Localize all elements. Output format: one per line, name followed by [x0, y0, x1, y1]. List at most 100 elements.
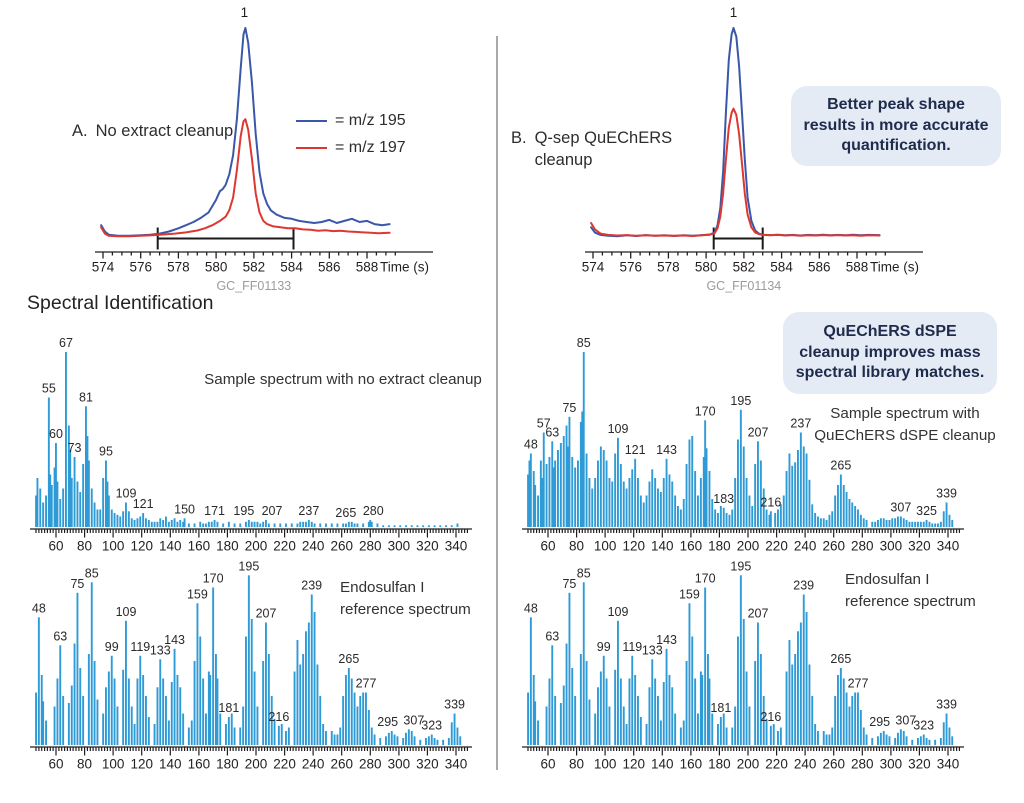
- svg-text:121: 121: [133, 497, 154, 511]
- svg-text:120: 120: [622, 539, 645, 554]
- svg-text:183: 183: [713, 492, 734, 506]
- svg-text:reference spectrum: reference spectrum: [845, 593, 976, 610]
- svg-text:340: 340: [445, 539, 468, 554]
- svg-text:73: 73: [68, 441, 82, 455]
- svg-text:340: 340: [937, 757, 960, 772]
- svg-text:63: 63: [545, 629, 559, 643]
- panel-b-title-line2: cleanup: [534, 151, 593, 170]
- svg-text:60: 60: [540, 757, 555, 772]
- svg-text:578: 578: [167, 260, 190, 275]
- svg-text:160: 160: [188, 757, 211, 772]
- svg-text:300: 300: [880, 757, 903, 772]
- svg-text:140: 140: [159, 757, 182, 772]
- svg-text:280: 280: [851, 757, 874, 772]
- svg-text:95: 95: [99, 445, 113, 459]
- svg-text:119: 119: [130, 640, 150, 654]
- svg-text:85: 85: [85, 566, 99, 580]
- svg-text:170: 170: [695, 404, 716, 418]
- svg-text:260: 260: [330, 539, 353, 554]
- svg-text:200: 200: [245, 539, 268, 554]
- svg-text:109: 109: [608, 605, 629, 619]
- svg-text:60: 60: [48, 757, 63, 772]
- svg-text:Endosulfan I: Endosulfan I: [340, 579, 424, 596]
- svg-text:207: 207: [262, 504, 283, 518]
- svg-text:220: 220: [273, 539, 296, 554]
- svg-text:280: 280: [363, 504, 384, 518]
- svg-text:67: 67: [59, 336, 73, 350]
- svg-text:159: 159: [187, 587, 208, 601]
- svg-text:140: 140: [651, 539, 674, 554]
- svg-text:195: 195: [233, 504, 254, 518]
- svg-text:582: 582: [243, 260, 266, 275]
- svg-text:240: 240: [302, 757, 325, 772]
- panel-b-title: B. Q-sep QuEChERS cleanup: [511, 127, 672, 172]
- svg-text:339: 339: [444, 698, 465, 712]
- svg-text:60: 60: [540, 539, 555, 554]
- svg-text:160: 160: [680, 539, 703, 554]
- svg-text:170: 170: [695, 572, 716, 586]
- svg-text:200: 200: [737, 539, 760, 554]
- svg-text:340: 340: [445, 757, 468, 772]
- svg-text:85: 85: [577, 336, 591, 350]
- svg-text:200: 200: [737, 757, 760, 772]
- svg-text:81: 81: [79, 390, 93, 404]
- svg-text:220: 220: [273, 757, 296, 772]
- svg-text:295: 295: [869, 715, 890, 729]
- svg-text:216: 216: [760, 495, 781, 509]
- svg-text:Time (s): Time (s): [870, 260, 919, 275]
- svg-text:100: 100: [102, 539, 125, 554]
- svg-text:99: 99: [597, 640, 611, 654]
- svg-text:339: 339: [936, 698, 957, 712]
- svg-text:323: 323: [913, 719, 934, 733]
- svg-text:63: 63: [53, 629, 67, 643]
- svg-text:237: 237: [298, 504, 319, 518]
- svg-text:588: 588: [846, 260, 869, 275]
- svg-text:216: 216: [760, 710, 781, 724]
- svg-text:80: 80: [77, 539, 92, 554]
- panel-b-letter: B.: [511, 129, 527, 147]
- svg-text:80: 80: [569, 757, 584, 772]
- svg-text:109: 109: [116, 605, 137, 619]
- svg-text:120: 120: [622, 757, 645, 772]
- spectrum-sample-no-cleanup: 60 80 100 120 140 160 180 200 220 240 260 280 300 320…: [30, 336, 482, 554]
- svg-text:207: 207: [748, 607, 769, 621]
- chromatogram-b-plot: 574 576 578 580 582 584 586 588 Time (s) GC_FF011…: [582, 5, 923, 293]
- svg-text:239: 239: [301, 579, 322, 593]
- svg-text:99: 99: [105, 640, 119, 654]
- spectrum-reference-right: 60 80 100 120 140 160 180 200 220 240 260 280 300 320…: [522, 559, 976, 772]
- svg-text:220: 220: [765, 539, 788, 554]
- svg-text:60: 60: [48, 539, 63, 554]
- svg-text:181: 181: [218, 701, 239, 715]
- svg-text:280: 280: [359, 757, 382, 772]
- svg-text:reference spectrum: reference spectrum: [340, 601, 471, 618]
- svg-text:1: 1: [241, 5, 249, 20]
- svg-text:120: 120: [130, 757, 153, 772]
- svg-text:143: 143: [164, 633, 185, 647]
- panel-b-title-line1: Q-sep QuEChERS: [534, 129, 673, 147]
- svg-text:75: 75: [562, 577, 576, 591]
- svg-text:320: 320: [416, 539, 439, 554]
- svg-text:57: 57: [537, 417, 551, 431]
- spectrum-reference-left: 60 80 100 120 140 160 180 200 220 240 260 280 300 320…: [30, 559, 472, 772]
- mz197-legend-label: = m/z 197: [335, 139, 406, 156]
- svg-text:574: 574: [582, 260, 605, 275]
- svg-text:GC_FF01133: GC_FF01133: [216, 279, 291, 293]
- svg-text:240: 240: [794, 757, 817, 772]
- svg-text:100: 100: [594, 757, 617, 772]
- svg-text:320: 320: [908, 539, 931, 554]
- svg-text:576: 576: [129, 260, 152, 275]
- svg-text:133: 133: [642, 643, 663, 657]
- svg-text:109: 109: [608, 422, 629, 436]
- svg-text:260: 260: [330, 757, 353, 772]
- svg-text:307: 307: [403, 713, 424, 727]
- svg-text:216: 216: [268, 710, 289, 724]
- svg-text:133: 133: [150, 643, 171, 657]
- svg-text:75: 75: [562, 401, 576, 415]
- svg-text:295: 295: [377, 715, 398, 729]
- svg-text:207: 207: [256, 607, 277, 621]
- svg-text:48: 48: [524, 601, 538, 615]
- svg-text:150: 150: [174, 502, 195, 516]
- svg-text:140: 140: [159, 539, 182, 554]
- svg-text:280: 280: [851, 539, 874, 554]
